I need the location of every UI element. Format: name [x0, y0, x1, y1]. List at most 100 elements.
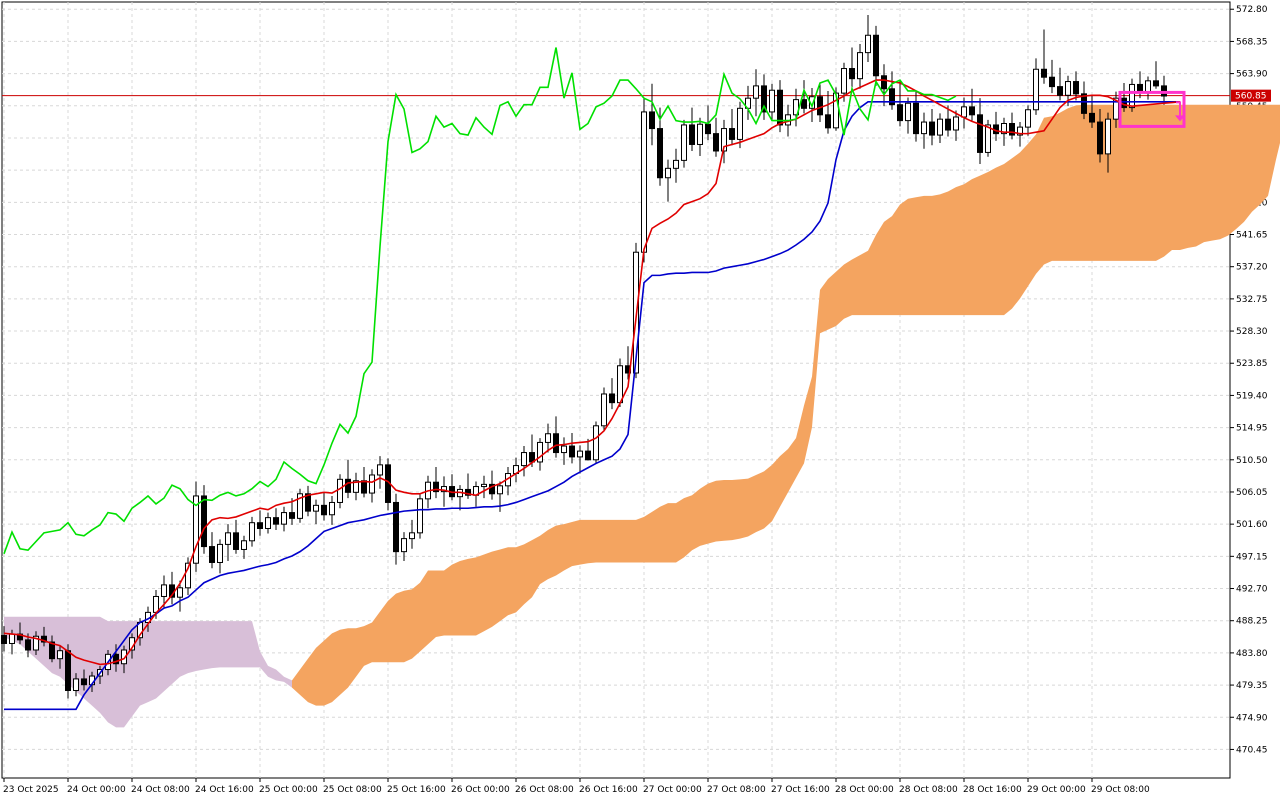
candle-body: [969, 106, 975, 116]
candle-body: [937, 118, 943, 136]
candle-body: [1041, 68, 1047, 78]
candle-body: [417, 498, 423, 534]
candle-body: [913, 102, 919, 135]
arrow-head-icon: [1175, 115, 1185, 122]
cloud-bullish: [292, 104, 1280, 706]
candle-body: [537, 441, 543, 463]
candle-body: [49, 641, 55, 660]
y-tick-label: 474.90: [1236, 713, 1268, 723]
candle-body: [273, 517, 279, 525]
y-tick-label: 568.35: [1236, 37, 1268, 47]
candle-body: [569, 445, 575, 458]
candle-body: [897, 104, 903, 122]
candle-body: [1049, 76, 1055, 88]
candle-body: [113, 653, 119, 665]
candle-body: [665, 167, 671, 179]
candle-body: [593, 425, 599, 461]
candle-body: [81, 678, 87, 686]
candle-body: [441, 486, 447, 493]
candle-body: [985, 124, 991, 153]
candle-body: [1073, 81, 1079, 95]
candle-body: [209, 546, 215, 563]
candle-body: [849, 68, 855, 80]
candle-body: [777, 89, 783, 126]
candle-body: [641, 111, 647, 253]
candle-body: [857, 52, 863, 80]
candle-body: [841, 68, 847, 94]
tenkan-sen-line: [3, 79, 1181, 666]
candle-body: [617, 365, 623, 404]
y-tick-label: 563.90: [1236, 70, 1268, 80]
x-tick-label: 29 Oct 08:00: [1091, 785, 1150, 795]
x-tick-label: 25 Oct 08:00: [323, 785, 382, 795]
cloud-bearish: [4, 616, 292, 728]
candle-body: [1, 635, 7, 644]
y-tick-label: 523.85: [1236, 359, 1268, 369]
candle-body: [649, 111, 655, 130]
candle-body: [345, 478, 351, 493]
candle-body: [753, 85, 759, 99]
y-tick-label: 497.15: [1236, 552, 1268, 562]
y-tick-label: 519.40: [1236, 391, 1268, 401]
candle-body: [409, 532, 415, 540]
candle-body: [881, 75, 887, 90]
candle-body: [585, 450, 591, 461]
candle-body: [233, 532, 239, 550]
candle-body: [353, 480, 359, 493]
x-tick-label: 23 Oct 2025: [3, 785, 59, 795]
candle-body: [489, 483, 495, 495]
y-tick-label: 572.80: [1236, 5, 1268, 15]
candle-body: [657, 128, 663, 179]
candle-body: [1089, 112, 1095, 123]
y-tick-label: 514.95: [1236, 424, 1268, 434]
candle-body: [577, 450, 583, 458]
candle-body: [257, 522, 263, 529]
arrow-down-icon: [1176, 101, 1181, 119]
candle-body: [705, 123, 711, 135]
x-tick-label: 28 Oct 16:00: [963, 785, 1022, 795]
candle-body: [65, 650, 71, 691]
x-tick-label: 25 Oct 00:00: [259, 785, 318, 795]
candle-body: [337, 478, 343, 503]
candle-body: [177, 587, 183, 598]
candle-body: [1145, 80, 1151, 93]
candle-body: [673, 159, 679, 169]
candle-body: [1009, 122, 1015, 136]
candle-body: [361, 480, 367, 494]
candle-body: [953, 116, 959, 131]
candle-body: [401, 538, 407, 553]
y-tick-label: 479.35: [1236, 681, 1268, 691]
candle-body: [889, 88, 895, 106]
candle-body: [729, 128, 735, 140]
candle-body: [201, 495, 207, 548]
x-tick-label: 28 Oct 00:00: [835, 785, 894, 795]
candle-body: [465, 488, 471, 496]
x-tick-label: 25 Oct 16:00: [387, 785, 446, 795]
y-tick-label: 537.20: [1236, 263, 1268, 273]
candle-body: [321, 504, 327, 516]
candle-body: [329, 501, 335, 516]
candle-body: [977, 114, 983, 153]
candle-body: [1129, 83, 1135, 109]
candle-body: [873, 34, 879, 77]
candle-body: [737, 107, 743, 140]
candle-body: [545, 433, 551, 443]
candle-body: [281, 512, 287, 525]
y-tick-label: 541.65: [1236, 231, 1268, 241]
y-tick-label: 501.60: [1236, 520, 1268, 530]
candle-body: [1081, 93, 1087, 114]
x-tick-label: 27 Oct 16:00: [771, 785, 830, 795]
candle-body: [1065, 81, 1071, 96]
candle-body: [57, 650, 63, 660]
candle-body: [713, 133, 719, 152]
candle-body: [25, 639, 31, 651]
candle-body: [265, 517, 271, 529]
candle-body: [697, 123, 703, 145]
candle-body: [553, 433, 559, 454]
candle-body: [161, 584, 167, 597]
y-tick-label: 532.75: [1236, 295, 1268, 305]
highlight-box: [1118, 90, 1186, 128]
candle-body: [825, 114, 831, 129]
